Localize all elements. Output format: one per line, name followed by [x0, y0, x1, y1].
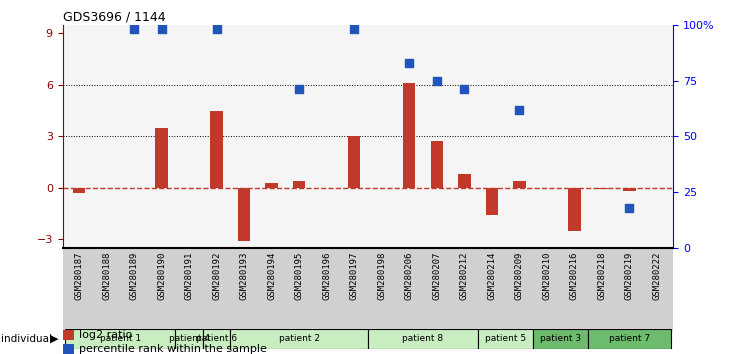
Text: ▶: ▶ [50, 334, 59, 344]
Text: GSM280196: GSM280196 [322, 252, 331, 300]
Bar [63, 331, 74, 341]
Bar [533, 329, 588, 349]
Text: GSM280188: GSM280188 [102, 252, 111, 300]
Bar [73, 188, 85, 193]
Text: GSM280214: GSM280214 [487, 252, 496, 300]
Text: GSM280212: GSM280212 [460, 252, 469, 300]
Text: GSM280207: GSM280207 [432, 252, 442, 300]
Point [623, 205, 635, 211]
Text: patient 7: patient 7 [609, 335, 650, 343]
Text: patient 8: patient 8 [403, 335, 444, 343]
Text: GSM280187: GSM280187 [74, 252, 84, 300]
Bar [63, 344, 74, 354]
Text: patient 5: patient 5 [485, 335, 526, 343]
Bar [368, 329, 478, 349]
Bar [486, 188, 498, 215]
Text: GSM280222: GSM280222 [652, 252, 662, 300]
Text: GSM280195: GSM280195 [294, 252, 304, 300]
Bar [238, 188, 250, 241]
Bar [513, 181, 526, 188]
Text: log2 ratio: log2 ratio [79, 330, 132, 341]
Bar [595, 188, 608, 189]
Bar [431, 142, 443, 188]
Text: GSM280206: GSM280206 [405, 252, 414, 300]
Text: GSM280218: GSM280218 [598, 252, 606, 300]
Text: patient 2: patient 2 [279, 335, 319, 343]
Bar [203, 329, 230, 349]
Text: GSM280216: GSM280216 [570, 252, 579, 300]
Text: patient 1: patient 1 [100, 335, 141, 343]
Bar [623, 188, 636, 191]
Point [431, 78, 442, 83]
Point [348, 27, 360, 32]
Text: GSM280209: GSM280209 [515, 252, 524, 300]
Bar [230, 329, 368, 349]
Bar [175, 329, 203, 349]
Bar [66, 329, 175, 349]
Text: GSM280197: GSM280197 [350, 252, 358, 300]
Text: GSM280192: GSM280192 [212, 252, 221, 300]
Bar [348, 136, 361, 188]
Text: GSM280194: GSM280194 [267, 252, 276, 300]
Bar [403, 83, 415, 188]
Text: GSM280210: GSM280210 [542, 252, 551, 300]
Bar [266, 183, 278, 188]
Text: GSM280190: GSM280190 [157, 252, 166, 300]
Text: GSM280198: GSM280198 [378, 252, 386, 300]
Bar [568, 188, 581, 231]
Bar [155, 128, 168, 188]
Text: patient 6: patient 6 [196, 335, 237, 343]
Text: GSM280191: GSM280191 [185, 252, 194, 300]
Point [156, 27, 168, 32]
Text: patient 4: patient 4 [169, 335, 210, 343]
Text: GSM280189: GSM280189 [130, 252, 138, 300]
Text: patient 3: patient 3 [540, 335, 581, 343]
Point [403, 60, 415, 65]
Point [128, 27, 140, 32]
Point [294, 87, 305, 92]
Bar [293, 181, 305, 188]
Text: individual: individual [1, 334, 52, 344]
Point [210, 27, 222, 32]
Text: percentile rank within the sample: percentile rank within the sample [79, 344, 266, 354]
Bar [478, 329, 533, 349]
Text: GSM280219: GSM280219 [625, 252, 634, 300]
Text: GSM280193: GSM280193 [240, 252, 249, 300]
Bar [588, 329, 670, 349]
Point [459, 87, 470, 92]
Bar [210, 110, 223, 188]
Bar [458, 174, 470, 188]
Text: GDS3696 / 1144: GDS3696 / 1144 [63, 11, 165, 24]
Point [514, 107, 526, 112]
